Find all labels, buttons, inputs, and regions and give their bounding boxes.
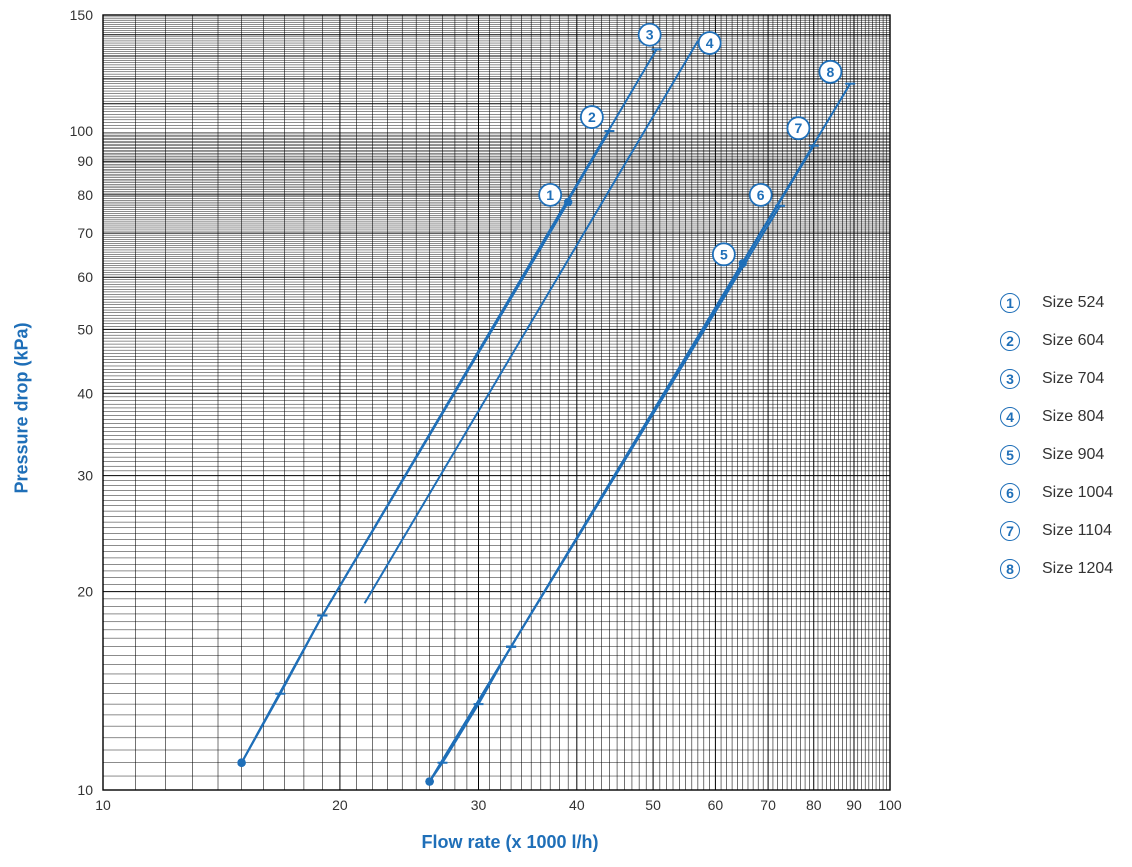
legend-marker: 3 (1000, 369, 1020, 389)
callout-circle (748, 182, 773, 207)
series-2 (237, 130, 615, 767)
callout-circle (538, 182, 563, 207)
callout-number: 8 (827, 64, 835, 80)
legend-item: 2 Size 604 (1000, 322, 1130, 360)
plot-frame (102, 14, 891, 791)
callout-number: 1 (546, 187, 554, 203)
callout-4: 4 (697, 31, 722, 55)
callout-number: 2 (588, 109, 596, 125)
x-tick-label: 70 (760, 797, 776, 813)
series-8 (425, 82, 856, 786)
legend-item: 6 Size 1004 (1000, 474, 1130, 512)
data-point (237, 758, 246, 767)
callout-number: 7 (795, 120, 803, 136)
x-axis-title: Flow rate (x 1000 l/h) (421, 832, 599, 852)
series-1 (237, 197, 573, 767)
y-tick-label: 80 (77, 187, 93, 203)
grid-lines (103, 15, 890, 790)
x-tick-label: 100 (878, 797, 902, 813)
callout-1: 1 (538, 182, 563, 207)
legend-item: 3 Size 704 (1000, 360, 1130, 398)
legend-marker: 5 (1000, 445, 1020, 465)
y-tick-label: 30 (77, 468, 93, 484)
y-tick-label: 60 (77, 269, 93, 285)
y-axis-title: Pressure drop (kPa) (11, 322, 32, 494)
y-tick-label: 20 (77, 584, 93, 600)
callout-2: 2 (579, 105, 604, 129)
callout-circle (697, 31, 722, 55)
y-tick-label: 50 (77, 321, 93, 337)
legend-marker: 2 (1000, 331, 1020, 351)
series-line (240, 130, 611, 764)
legend: 1 Size 524 2 Size 604 3 Size 704 4 Size … (1000, 284, 1130, 588)
series-line (363, 40, 699, 604)
callout-circle (579, 105, 604, 129)
y-tick-label: 90 (77, 153, 93, 169)
callout-5: 5 (711, 242, 736, 267)
legend-marker: 4 (1000, 407, 1020, 427)
y-axis-title-wrap: Pressure drop (kPa) (0, 208, 44, 608)
x-tick-label: 30 (471, 797, 487, 813)
x-tick-label: 40 (569, 797, 585, 813)
callout-6: 6 (748, 182, 773, 207)
x-tick-label: 80 (806, 797, 822, 813)
legend-item: 5 Size 904 (1000, 436, 1130, 474)
legend-marker: 1 (1000, 293, 1020, 313)
legend-marker: 6 (1000, 483, 1020, 503)
y-tick-label: 100 (70, 123, 94, 139)
callout-circle (637, 22, 662, 47)
callout-number: 6 (757, 187, 765, 203)
x-tick-label: 20 (332, 797, 348, 813)
y-tick-label: 40 (77, 385, 93, 401)
callout-number: 4 (706, 35, 714, 51)
legend-label: Size 704 (1042, 370, 1105, 387)
legend-label: Size 1004 (1042, 484, 1114, 501)
x-tick-label: 60 (708, 797, 724, 813)
legend-label: Size 904 (1042, 446, 1105, 463)
data-point (425, 777, 434, 786)
x-tick-label: 90 (846, 797, 862, 813)
legend-item: 4 Size 804 (1000, 398, 1130, 436)
legend-label: Size 1104 (1042, 522, 1112, 539)
x-tick-label: 10 (95, 797, 111, 813)
x-tick-label: 50 (645, 797, 661, 813)
callout-7: 7 (786, 116, 811, 141)
callout-8: 8 (818, 59, 843, 84)
y-tick-label: 10 (77, 782, 93, 798)
legend-label: Size 1204 (1042, 560, 1114, 577)
callout-circle (786, 116, 811, 141)
y-tick-label: 150 (70, 7, 94, 23)
legend-item: 8 Size 1204 (1000, 550, 1130, 588)
callout-circle (711, 242, 736, 267)
callout-3: 3 (637, 22, 662, 47)
legend-marker: 7 (1000, 521, 1020, 541)
y-tick-label: 70 (77, 225, 93, 241)
legend-marker: 8 (1000, 559, 1020, 579)
legend-item: 1 Size 524 (1000, 284, 1130, 322)
legend-item: 7 Size 1104 (1000, 512, 1130, 550)
legend-label: Size 524 (1042, 294, 1105, 311)
series-3 (237, 48, 662, 767)
callout-circle (818, 59, 843, 84)
legend-label: Size 804 (1042, 408, 1105, 425)
legend-label: Size 604 (1042, 332, 1105, 349)
callout-number: 5 (720, 246, 728, 262)
callout-number: 3 (646, 27, 654, 43)
series-line (240, 201, 570, 764)
series-4 (363, 40, 699, 604)
